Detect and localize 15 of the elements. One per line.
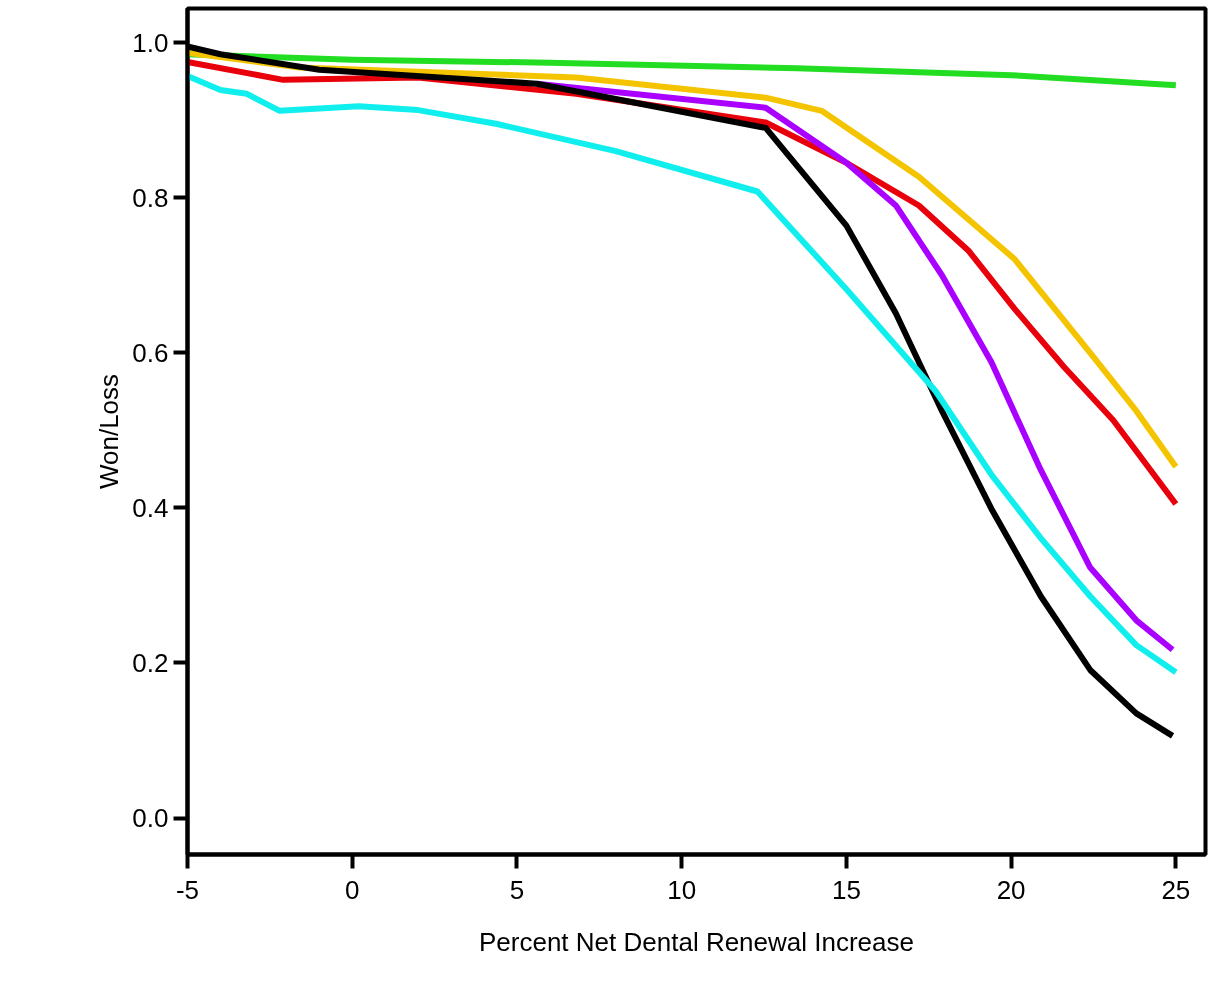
- x-tick-label: 5: [509, 874, 525, 905]
- x-tick-label: 25: [1161, 874, 1191, 905]
- x-axis-title: Percent Net Dental Renewal Increase: [479, 926, 915, 957]
- y-tick-label: 0.6: [132, 337, 169, 368]
- x-tick-label: 15: [831, 874, 861, 905]
- y-axis-title: Won/Loss: [94, 373, 125, 490]
- x-tick-label: 0: [344, 874, 360, 905]
- y-tick-label: 0.4: [132, 492, 169, 523]
- x-tick-label: 10: [667, 874, 697, 905]
- y-tick-label: 0.8: [132, 182, 169, 213]
- y-tick-label: 1.0: [132, 27, 169, 58]
- x-tick-label: -5: [175, 874, 200, 905]
- y-tick-label: 0.0: [132, 803, 169, 834]
- y-tick-label: 0.2: [132, 647, 169, 678]
- x-tick-label: 20: [996, 874, 1026, 905]
